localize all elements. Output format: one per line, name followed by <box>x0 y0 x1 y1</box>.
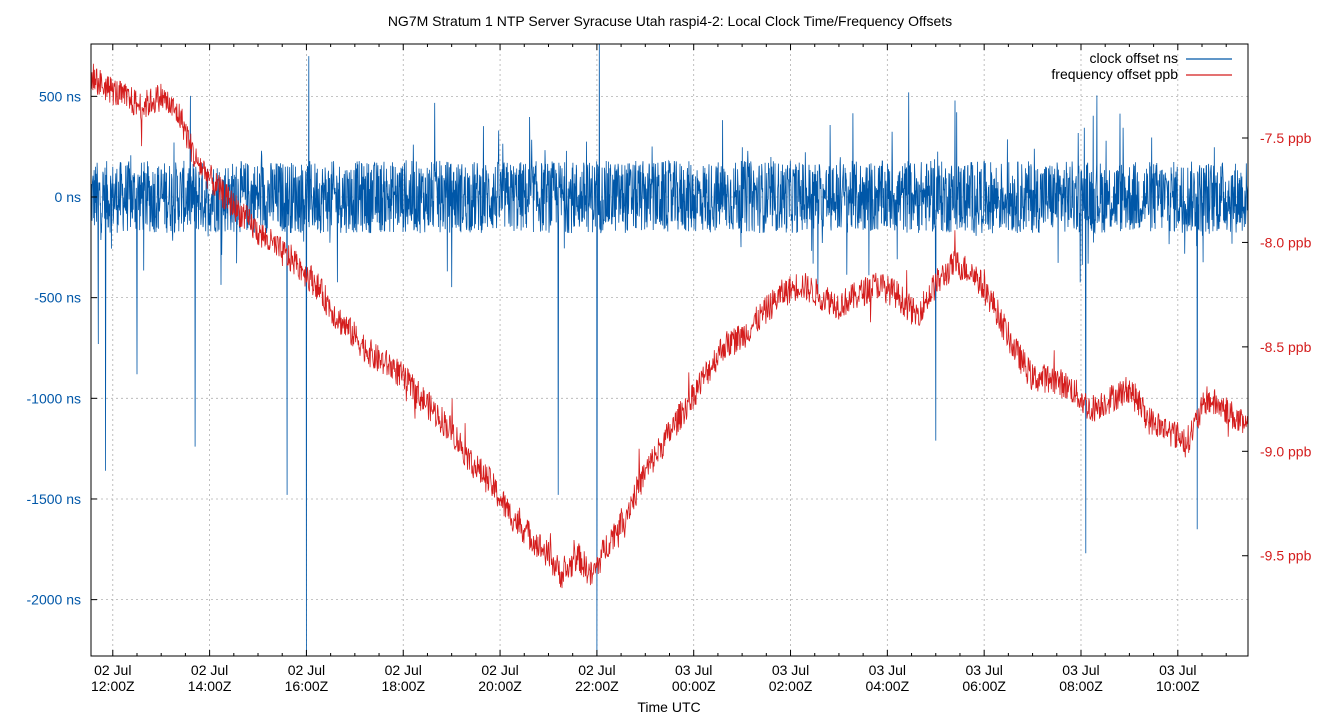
x-axis-label: Time UTC <box>637 699 700 715</box>
x-tick-label-date: 03 Jul <box>675 662 712 678</box>
right-tick-label: -7.5 ppb <box>1260 130 1312 146</box>
x-tick-label-date: 03 Jul <box>772 662 809 678</box>
plot-border <box>90 43 1249 657</box>
x-tick-label-date: 03 Jul <box>869 662 906 678</box>
x-tick-label-date: 03 Jul <box>965 662 1002 678</box>
right-tick-label: -9.0 ppb <box>1260 443 1312 459</box>
x-tick-label-time: 02:00Z <box>769 678 813 694</box>
legend-label-frequency: frequency offset ppb <box>1051 66 1178 82</box>
clock-offset-line <box>91 44 1248 656</box>
x-tick-label-date: 02 Jul <box>481 662 518 678</box>
x-tick-label-time: 08:00Z <box>1059 678 1103 694</box>
chart-title: NG7M Stratum 1 NTP Server Syracuse Utah … <box>388 13 952 29</box>
x-tick-label-time: 06:00Z <box>962 678 1006 694</box>
left-tick-label: -2000 ns <box>27 592 81 608</box>
x-tick-label-time: 04:00Z <box>866 678 910 694</box>
right-tick-label: -8.0 ppb <box>1260 234 1312 250</box>
x-tick-label-time: 12:00Z <box>91 678 135 694</box>
clock-offset-series <box>91 44 1248 656</box>
legend: clock offset ns frequency offset ppb <box>1051 50 1232 82</box>
frequency-offset-line <box>91 63 1248 589</box>
x-tick-label-time: 18:00Z <box>381 678 425 694</box>
left-tick-label: -1000 ns <box>27 390 81 406</box>
x-tick-label-time: 22:00Z <box>575 678 619 694</box>
x-tick-label-time: 20:00Z <box>478 678 522 694</box>
x-tick-label-time: 16:00Z <box>285 678 329 694</box>
left-tick-label: 0 ns <box>55 189 81 205</box>
legend-label-clock: clock offset ns <box>1090 50 1178 66</box>
x-tick-label-date: 02 Jul <box>94 662 131 678</box>
left-tick-label: -500 ns <box>34 290 81 306</box>
x-tick-label-date: 02 Jul <box>578 662 615 678</box>
x-tick-label-date: 03 Jul <box>1159 662 1196 678</box>
x-tick-label-time: 10:00Z <box>1156 678 1200 694</box>
x-tick-label-date: 02 Jul <box>385 662 422 678</box>
x-tick-label-time: 00:00Z <box>672 678 716 694</box>
x-tick-label-date: 03 Jul <box>1062 662 1099 678</box>
frequency-offset-series <box>91 63 1248 589</box>
right-axis: -7.5 ppb -8.0 ppb -8.5 ppb -9.0 ppb -9.5 ppb <box>1242 130 1312 564</box>
x-tick-label-date: 02 Jul <box>288 662 325 678</box>
left-axis: 500 ns 0 ns -500 ns -1000 ns -1500 ns -2000 n… <box>27 88 97 608</box>
left-tick-label: 500 ns <box>39 88 81 104</box>
right-tick-label: -8.5 ppb <box>1260 339 1312 355</box>
x-tick-label-time: 14:00Z <box>188 678 232 694</box>
x-tick-label-date: 02 Jul <box>191 662 228 678</box>
left-tick-label: -1500 ns <box>27 491 81 507</box>
right-tick-label: -9.5 ppb <box>1260 548 1312 564</box>
grid <box>91 44 1248 656</box>
